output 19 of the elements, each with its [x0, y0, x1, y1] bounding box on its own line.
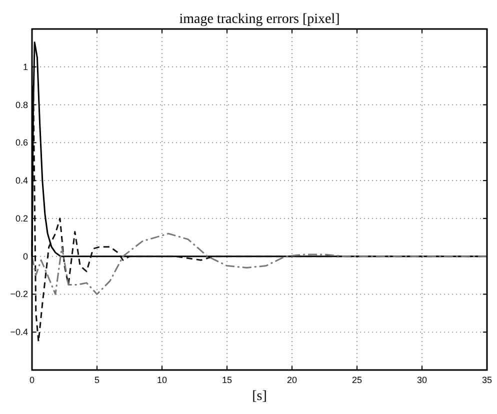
y-tick-label: 0.6 [15, 138, 28, 148]
y-tick-label: 1 [22, 62, 28, 72]
x-tick-label: 30 [416, 375, 428, 385]
x-tick-label: 15 [222, 375, 232, 385]
x-tick-label: 0 [29, 375, 35, 385]
x-tick-label: 10 [156, 375, 168, 385]
x-tick-label: 35 [482, 375, 492, 385]
x-tick-label: 5 [94, 375, 100, 385]
x-axis-title: [s] [252, 389, 267, 404]
line-series [31, 232, 488, 295]
y-tick-label: 0.4 [15, 176, 28, 186]
y-tick-label: −0.2 [10, 289, 28, 300]
y-tick-label: 0.8 [15, 100, 28, 110]
x-tick-label: 20 [286, 375, 298, 385]
y-tick-label: 0.2 [15, 213, 28, 224]
y-tick-label: −0.4 [10, 327, 28, 338]
chart-title: image tracking errors [pixel] [179, 12, 340, 27]
x-tick-label: 25 [352, 375, 362, 385]
y-tick-label: 0 [22, 251, 28, 262]
